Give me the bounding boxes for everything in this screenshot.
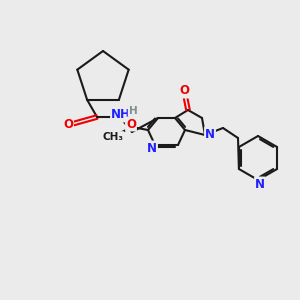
Text: N: N <box>147 142 157 154</box>
Text: O: O <box>179 85 189 98</box>
Text: O: O <box>126 118 136 130</box>
Text: N: N <box>255 178 265 190</box>
Text: O: O <box>63 118 73 130</box>
Text: H: H <box>129 106 137 116</box>
Text: N: N <box>205 128 215 140</box>
Text: NH: NH <box>111 109 131 122</box>
Text: CH₃: CH₃ <box>103 132 124 142</box>
